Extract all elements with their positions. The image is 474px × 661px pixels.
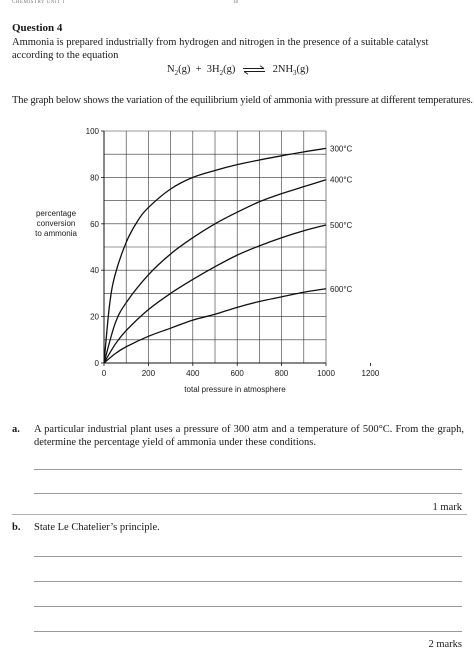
page-number: 18: [233, 0, 238, 5]
answer-line[interactable]: [34, 581, 462, 582]
y-axis-label: to ammonia: [35, 229, 77, 238]
eq-h2-state: (g): [223, 64, 236, 75]
answer-line[interactable]: [34, 606, 462, 607]
x-tick-label: 400: [186, 369, 200, 378]
y-tick-label: 100: [86, 127, 100, 136]
y-tick-label: 60: [90, 220, 99, 229]
x-tick-label: 1200: [362, 369, 380, 378]
eq-plus: +: [195, 64, 202, 75]
answer-line[interactable]: [34, 469, 462, 470]
curve-400c: [103, 179, 327, 364]
x-axis-label: total pressure in atmosphere: [184, 385, 286, 394]
y-tick-label: 20: [90, 313, 99, 322]
y-axis-label: conversion: [37, 219, 76, 228]
eq-h2-sub: 2: [219, 69, 224, 78]
part-b-text: State Le Chatelier’s principle.: [34, 522, 160, 533]
part-a-letter: a.: [12, 424, 20, 435]
curve-300c: [103, 147, 327, 364]
y-tick-label: 40: [90, 266, 99, 275]
x-tick-label: 800: [275, 369, 289, 378]
chemical-equation: N2(g) + 3H2(g) 2NH3(g): [167, 64, 309, 77]
answer-line[interactable]: [34, 556, 462, 557]
series-label-500c: 500°C: [330, 221, 353, 230]
answer-line[interactable]: [34, 493, 462, 494]
eq-nh3-state: (g): [296, 64, 309, 75]
graph-intro: The graph below shows the variation of t…: [12, 95, 473, 106]
y-tick-label: 80: [90, 173, 99, 182]
series-label-300c: 300°C: [330, 144, 353, 153]
series-label-400c: 400°C: [330, 176, 353, 185]
series-label-600c: 600°C: [330, 285, 353, 294]
eq-n2-state: (g): [178, 64, 191, 75]
page-header: CHEMISTRY UNIT 1: [12, 0, 66, 5]
curve-600c: [103, 288, 327, 364]
part-b-letter: b.: [12, 522, 21, 533]
curve-500c: [103, 224, 327, 364]
eq-n2-sub: 2: [174, 69, 179, 78]
eq-nh3-sub: 3: [293, 69, 297, 78]
x-tick-label: 600: [231, 369, 245, 378]
y-tick-label: 0: [95, 359, 100, 368]
eq-h2: 3H: [206, 64, 220, 75]
part-a-marks: 1 mark: [432, 502, 462, 513]
eq-n2: N: [167, 64, 175, 75]
question-intro: Ammonia is prepared industrially from hy…: [12, 37, 429, 61]
part-a-text: A particular industrial plant uses a pre…: [34, 424, 464, 448]
eq-nh3: 2NH: [272, 64, 294, 75]
equilibrium-arrow-icon: [242, 65, 265, 75]
question-title: Question 4: [12, 22, 63, 34]
x-tick-label: 0: [102, 369, 107, 378]
answer-line[interactable]: [34, 631, 462, 632]
x-tick-label: 200: [142, 369, 156, 378]
ammonia-yield-chart: 0 200 400 600 800 1000 1200 0 20 40 60 80 100 total p…: [35, 127, 380, 394]
x-tick-label: 1000: [317, 369, 335, 378]
divider: [12, 514, 467, 515]
part-b-marks: 2 marks: [428, 639, 462, 650]
y-axis-label: percentage: [36, 209, 77, 218]
